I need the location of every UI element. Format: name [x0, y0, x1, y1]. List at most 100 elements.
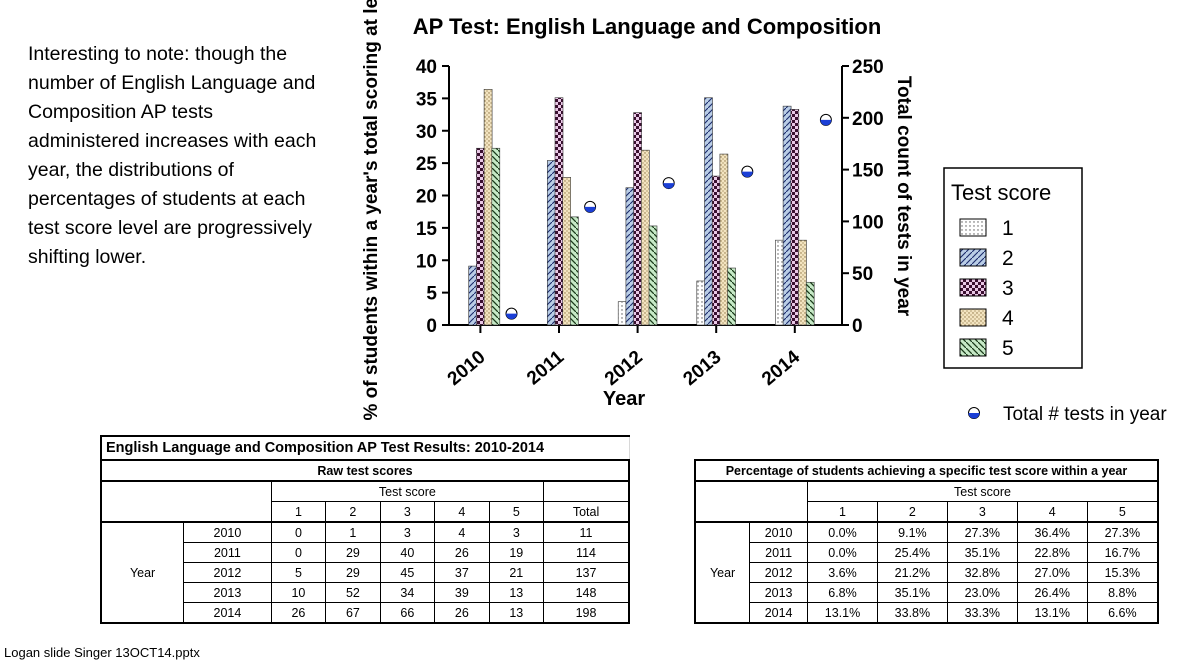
raw-col-header: 3 [379, 501, 435, 523]
bar-score-5-2012 [648, 225, 658, 326]
bar-score-3-2014 [790, 109, 800, 326]
bar-score-1-2013 [696, 280, 706, 326]
pct-col-header: 5 [1086, 501, 1159, 523]
raw-cell: 4 [434, 522, 490, 543]
raw-cell: 3 [379, 522, 435, 543]
table-row: Year 2010 0 1 3 4 3 11 [100, 522, 631, 624]
legend-label-4: 4 [1002, 307, 1014, 330]
raw-cell: 198 [543, 602, 631, 624]
bar-score-4-2012 [640, 149, 650, 326]
pct-cell: 32.8% [946, 562, 1018, 583]
pct-cell: 27.3% [946, 522, 1018, 543]
bar-score-2-2014 [782, 105, 792, 326]
bar-score-5-2011 [570, 216, 579, 326]
raw-cell: 19 [488, 542, 544, 563]
y-tick-label-left: 40 [416, 57, 437, 78]
y-tick-label-left: 0 [426, 316, 437, 337]
pct-cell: 0.0% [807, 542, 878, 563]
raw-cell: 0 [270, 522, 326, 543]
table-row: Year 2010 0.0% 9.1% 27.3% 36.4% 27.3% [694, 522, 1159, 624]
pct-cell: 33.3% [946, 602, 1018, 624]
bar-score-1-2012 [617, 301, 627, 326]
y-tick-label-right: 50 [852, 264, 873, 285]
raw-cell: 148 [543, 582, 631, 603]
raw-cell: 13 [488, 602, 544, 624]
raw-cell: 26 [434, 602, 490, 624]
table-row: 2014 13.1% 33.8% 33.3% 13.1% 6.6% [695, 602, 1159, 624]
raw-table-subtitle: Raw test scores [100, 460, 630, 482]
table-row: 2012 3.6% 21.2% 32.8% 27.0% 15.3% [695, 562, 1159, 583]
x-tick-label: 2012 [601, 347, 647, 390]
percentage-table: Percentage of students achieving a speci… [694, 459, 1160, 624]
pct-cell: 23.0% [946, 582, 1018, 603]
table-row: 2013 6.8% 35.1% 23.0% 26.4% 8.8% [695, 582, 1159, 603]
raw-cell: 26 [270, 602, 326, 624]
legend-label-5: 5 [1002, 337, 1014, 360]
pct-cell: 13.1% [1016, 602, 1088, 624]
y-axis-label-right: Total count of tests in year [893, 76, 914, 317]
bar-score-2-2010 [468, 265, 478, 326]
raw-cell: 66 [379, 602, 435, 624]
y-tick-label-left: 20 [416, 187, 437, 208]
legend-swatch-5 [959, 338, 987, 357]
legend-swatch-2 [959, 248, 987, 267]
bar-chart: AP Test: English Language and Compositio… [361, 0, 1167, 425]
raw-cell: 67 [325, 602, 381, 624]
pct-row-year: 2014 [749, 602, 808, 624]
bar-score-4-2014 [798, 239, 807, 326]
pct-row-year: 2012 [749, 562, 808, 583]
pct-cell: 21.2% [876, 562, 948, 583]
total-tests-point-2010 [505, 307, 518, 320]
raw-cell: 52 [325, 582, 381, 603]
legend-label-2: 2 [1002, 247, 1014, 270]
table-row: 2014 26 67 66 26 13 198 [101, 602, 631, 624]
raw-cell: 29 [325, 542, 381, 563]
total-tests-point-2013 [741, 165, 754, 178]
pct-cell: 16.7% [1086, 542, 1159, 563]
legend-label-3: 3 [1002, 277, 1014, 300]
y-tick-label-right: 150 [852, 161, 884, 182]
bar-score-4-2013 [719, 153, 729, 326]
raw-col-header: 4 [434, 501, 490, 523]
bar-score-3-2013 [711, 175, 721, 326]
legend-label-1: 1 [1002, 217, 1014, 240]
pct-cell: 13.1% [807, 602, 878, 624]
raw-blank-header [543, 481, 631, 502]
pct-cell: 27.3% [1086, 522, 1159, 543]
pct-cell: 3.6% [807, 562, 878, 583]
raw-group-header: Test score [270, 481, 544, 502]
pct-cell: 15.3% [1086, 562, 1159, 583]
pct-cell: 35.1% [946, 542, 1018, 563]
pct-cell: 9.1% [876, 522, 948, 543]
raw-row-year: 2010 [183, 522, 272, 543]
pct-cell: 22.8% [1016, 542, 1088, 563]
pct-cell: 0.0% [807, 522, 878, 543]
secondary-legend-label: Total # tests in year [1003, 404, 1167, 425]
pct-cell: 33.8% [876, 602, 948, 624]
raw-cell: 3 [488, 522, 544, 543]
raw-col-header: 2 [325, 501, 381, 523]
y-tick-label-right: 0 [852, 316, 863, 337]
pct-col-header: 4 [1016, 501, 1088, 523]
bar-score-3-2012 [633, 112, 642, 326]
y-tick-label-left: 25 [416, 154, 438, 175]
x-tick-label: 2010 [444, 347, 490, 390]
raw-scores-table: English Language and Composition AP Test… [99, 435, 631, 624]
pct-col-header: 3 [946, 501, 1018, 523]
pct-cell: 27.0% [1016, 562, 1088, 583]
raw-row-year: 2013 [183, 582, 272, 603]
pct-cell: 6.6% [1086, 602, 1159, 624]
y-tick-label-left: 35 [416, 89, 438, 110]
y-tick-label-right: 250 [852, 57, 884, 78]
bar-score-1-2014 [775, 239, 784, 326]
y-tick-label-right: 200 [852, 109, 884, 130]
pct-cell: 35.1% [876, 582, 948, 603]
raw-cell: 1 [325, 522, 381, 543]
legend-swatch-4 [959, 308, 987, 327]
raw-cell: 29 [325, 562, 381, 583]
raw-cell: 13 [488, 582, 544, 603]
secondary-legend-marker [968, 407, 980, 419]
bar-score-4-2011 [562, 177, 572, 326]
pct-col-header: 1 [807, 501, 878, 523]
x-tick-label: 2014 [758, 346, 804, 390]
